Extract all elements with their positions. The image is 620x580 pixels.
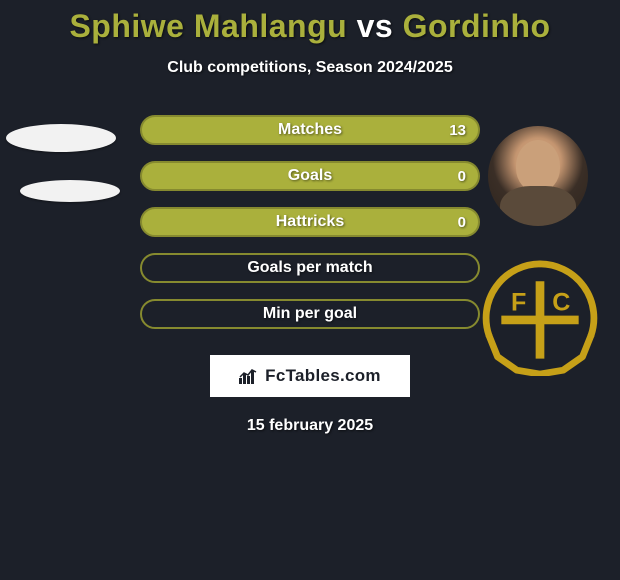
stat-label: Goals per match — [247, 259, 372, 277]
stat-row: Hattricks 0 — [140, 207, 480, 237]
stat-value-right: 13 — [449, 122, 466, 139]
stat-value-right: 0 — [458, 214, 466, 231]
stat-row: Goals 0 — [140, 161, 480, 191]
stat-value-right: 0 — [458, 168, 466, 185]
branding-badge: FcTables.com — [210, 355, 410, 397]
title-player1: Sphiwe Mahlangu — [69, 8, 347, 44]
stat-row: Goals per match — [140, 253, 480, 283]
page-title: Sphiwe Mahlangu vs Gordinho — [0, 0, 620, 45]
title-vs: vs — [357, 8, 394, 44]
stat-label: Goals — [288, 167, 332, 185]
stat-label: Matches — [278, 121, 342, 139]
stat-row: Matches 13 — [140, 115, 480, 145]
date-text: 15 february 2025 — [0, 417, 620, 435]
stat-row: Min per goal — [140, 299, 480, 329]
stats-area: Matches 13 Goals 0 Hattricks 0 Goals per match… — [0, 115, 620, 435]
stat-label: Min per goal — [263, 305, 357, 323]
bars-icon — [239, 368, 259, 384]
branding-text: FcTables.com — [265, 366, 381, 386]
stat-label: Hattricks — [276, 213, 344, 231]
title-player2: Gordinho — [403, 8, 551, 44]
subtitle: Club competitions, Season 2024/2025 — [0, 59, 620, 77]
